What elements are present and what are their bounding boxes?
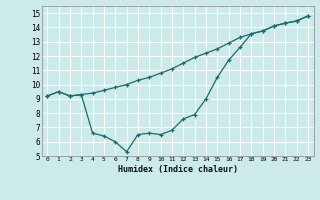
X-axis label: Humidex (Indice chaleur): Humidex (Indice chaleur) (118, 165, 237, 174)
